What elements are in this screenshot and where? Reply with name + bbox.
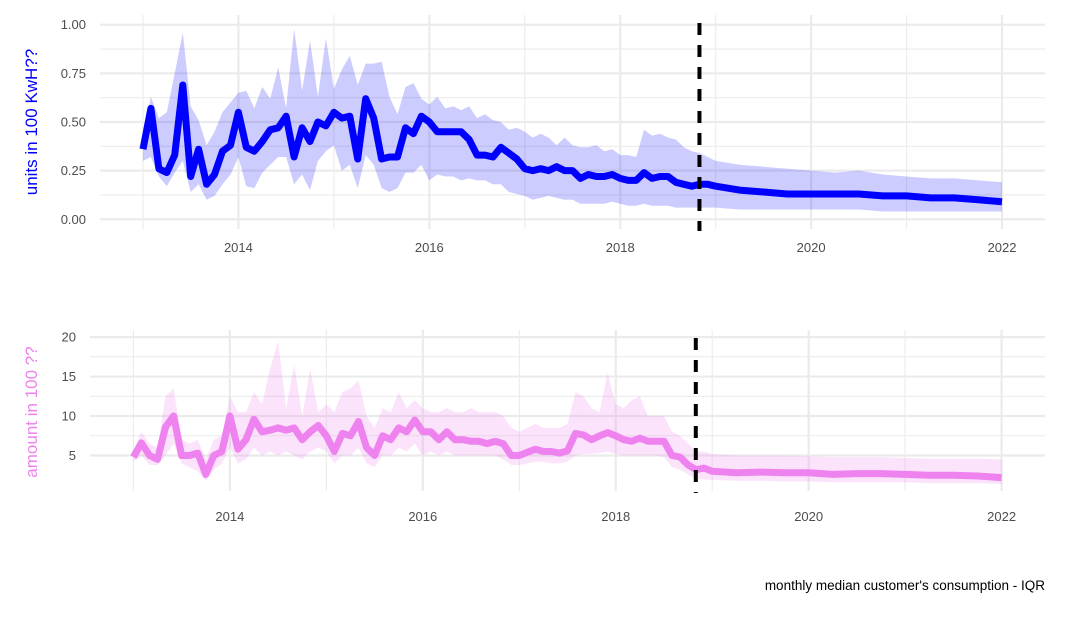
x-tick-label: 2022 bbox=[988, 240, 1017, 255]
x-tick-label: 2020 bbox=[794, 509, 823, 524]
x-tick-label: 2020 bbox=[797, 240, 826, 255]
chart-caption: monthly median customer's consumption - … bbox=[765, 578, 1045, 593]
median-line bbox=[130, 412, 1002, 482]
y-axis-title: units in 100 KwH?? bbox=[22, 49, 41, 195]
iqr-band bbox=[133, 341, 1002, 484]
x-tick-label: 2018 bbox=[601, 509, 630, 524]
y-tick-label: 10 bbox=[62, 409, 76, 424]
y-tick-label: 15 bbox=[62, 369, 76, 384]
x-tick-label: 2014 bbox=[215, 509, 244, 524]
x-tick-label: 2018 bbox=[606, 240, 635, 255]
y-axis-title: amount in 100 ?? bbox=[22, 346, 41, 477]
bottom-panel: 2014 2016 2018 2020 2022 5 10 15 20 amount in 100… bbox=[22, 330, 1045, 524]
top-panel: 2014 2016 2018 2020 2022 0.00 0.25 0.50 0.75 1.00… bbox=[22, 15, 1045, 255]
x-tick-label: 2022 bbox=[987, 509, 1016, 524]
y-tick-label: 20 bbox=[62, 330, 76, 345]
y-tick-label: 1.00 bbox=[61, 17, 86, 32]
x-tick-label: 2016 bbox=[408, 509, 437, 524]
y-tick-label: 0.75 bbox=[61, 66, 86, 81]
iqr-band bbox=[143, 28, 1002, 212]
y-tick-label: 0.25 bbox=[61, 163, 86, 178]
y-tick-label: 0.50 bbox=[61, 115, 86, 130]
y-tick-label: 0.00 bbox=[61, 212, 86, 227]
y-tick-label: 5 bbox=[69, 448, 76, 463]
x-tick-label: 2014 bbox=[224, 240, 253, 255]
x-tick-label: 2016 bbox=[415, 240, 444, 255]
